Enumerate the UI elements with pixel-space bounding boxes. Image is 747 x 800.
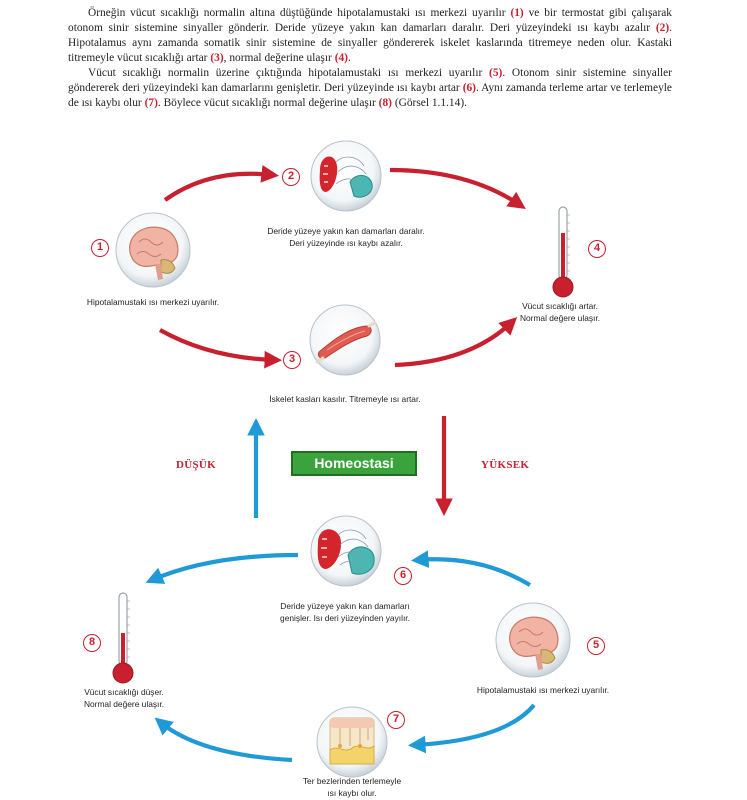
step-badge-4: 4 xyxy=(588,240,606,258)
step-caption-8: Vücut sıcaklığı düşer. Normal değere ula… xyxy=(83,687,165,709)
low-label: DÜŞÜK xyxy=(176,459,217,471)
step-caption-3: İskelet kasları kasılır. Titremeyle ısı … xyxy=(269,394,421,404)
blood-vessel-icon xyxy=(310,140,382,212)
arrow-5-to-7 xyxy=(407,703,536,754)
step-caption-4: Vücut sıcaklığı artar. Normal değere ula… xyxy=(519,301,601,323)
arrow-1-to-2 xyxy=(163,165,280,202)
brain-icon xyxy=(495,602,571,678)
intro-paragraph-2: Vücut sıcaklığı normalin üzerine çıktığı… xyxy=(68,66,672,111)
para2-ref-5: (5) xyxy=(489,67,503,79)
para2-text-5: (Görsel 1.1.14). xyxy=(394,97,467,109)
blood-vessel-icon xyxy=(310,515,382,587)
step-badge-6: 6 xyxy=(394,567,412,585)
para2-text-1: Vücut sıcaklığı normalin üzerine çıktığı… xyxy=(88,67,483,79)
para1-text-3: . Hipotalamus aynı zamanda somatik sinir… xyxy=(68,22,672,64)
arrow-7-to-8 xyxy=(154,717,293,763)
thermometer-icon xyxy=(552,206,574,298)
step-badge-7: 7 xyxy=(387,711,405,729)
arrow-2-to-4 xyxy=(389,167,526,209)
step-caption-1: Hipotalamustaki ısı merkezi uyarılır. xyxy=(86,297,220,307)
step-caption-5: Hipotalamustaki ısı merkezi uyarılır. xyxy=(476,685,610,695)
para2-text-3: . Aynı zamanda terleme artar ve terlemey… xyxy=(68,82,672,109)
step-caption-2: Deride yüzeye yakın kan damarları daralı… xyxy=(267,226,425,248)
skin-sweat-gland-icon xyxy=(316,706,388,778)
arrow-6-to-8 xyxy=(145,552,299,584)
para2-ref-7: (7) xyxy=(144,97,158,109)
para1-text-5: . xyxy=(347,52,351,64)
step-badge-8: 8 xyxy=(83,634,101,652)
para1-ref-2: (2) xyxy=(655,22,670,34)
step-caption-6: Deride yüzeye yakın kan damarları genişl… xyxy=(280,601,410,623)
arrow-1-to-3 xyxy=(158,328,283,369)
para2-ref-6: (6) xyxy=(462,82,476,94)
arrow-5-to-6 xyxy=(410,550,532,587)
thermometer-icon xyxy=(112,592,134,684)
step-badge-3: 3 xyxy=(283,351,301,369)
step-badge-2: 2 xyxy=(282,168,300,186)
arrow-3-to-4 xyxy=(394,317,518,368)
high-label: YÜKSEK xyxy=(481,459,530,471)
para2-text-2: . Otonom sinir sistemine sinyaller gönde… xyxy=(68,67,672,94)
brain-icon xyxy=(115,212,191,288)
step-badge-1: 1 xyxy=(91,239,109,257)
para1-text-4: , normal değerine ulaşır xyxy=(223,52,332,64)
para2-text-4: . Böylece vücut sıcaklığı normal değerin… xyxy=(157,97,376,109)
intro-paragraph-1: Örneğin vücut sıcaklığı normalin altına … xyxy=(68,6,672,66)
para2-ref-8: (8) xyxy=(378,97,392,109)
para1-text-2: ve bir termostat gibi çalışarak otonom s… xyxy=(68,7,672,34)
homeostasis-label: Homeostasi xyxy=(291,451,417,476)
muscle-icon xyxy=(309,304,381,376)
para1-ref-4: (4) xyxy=(334,52,348,64)
para1-ref-3: (3) xyxy=(210,52,224,64)
para1-ref-1: (1) xyxy=(510,7,524,19)
para1-text-1: Örneğin vücut sıcaklığı normalin altına … xyxy=(88,7,506,19)
step-badge-5: 5 xyxy=(587,637,605,655)
step-caption-7: Ter bezlerinden terlemeyle ısı kaybı olu… xyxy=(302,776,402,798)
